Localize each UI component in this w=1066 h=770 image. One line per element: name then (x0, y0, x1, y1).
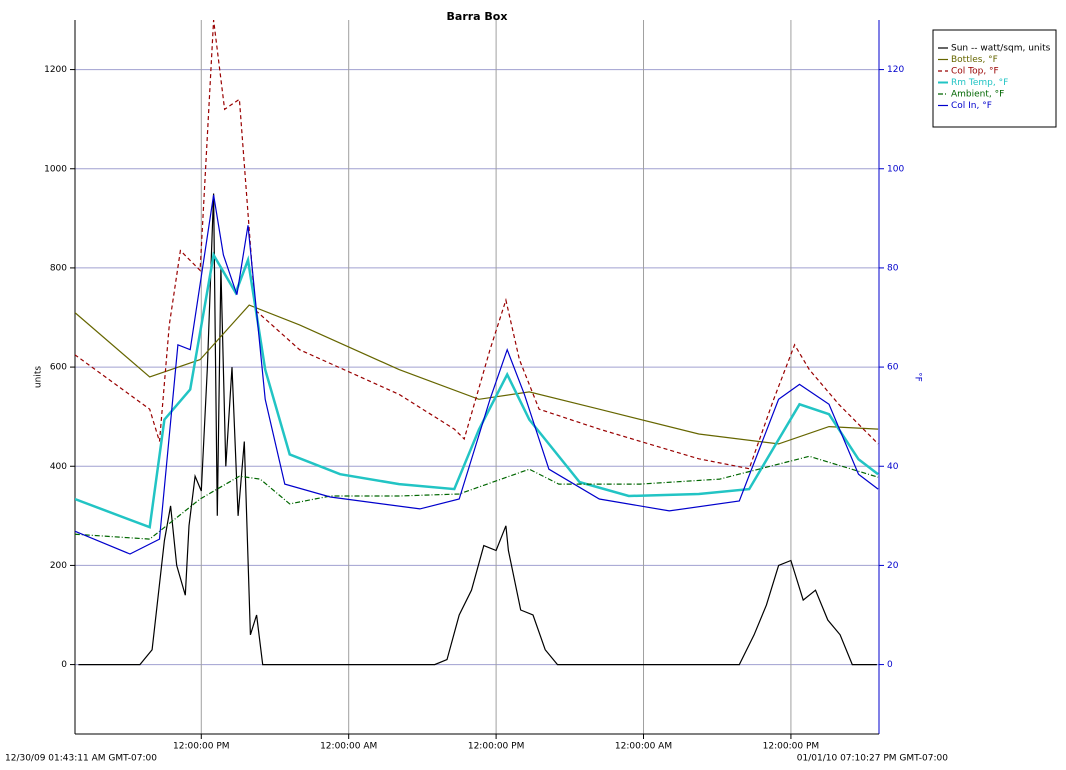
series-group (75, 194, 879, 555)
legend-box (932, 29, 1057, 128)
x-tick-label: 12:00:00 AM (320, 742, 377, 752)
series-group (75, 20, 879, 470)
x-end-label: 01/01/10 07:10:27 PM GMT-07:00 (797, 754, 948, 764)
series-line (75, 194, 879, 555)
y-tick-label: 800 (50, 263, 67, 273)
legend-label: Sun -- watt/sqm, units (951, 44, 1051, 54)
x-tick-label: 12:00:00 AM (615, 742, 672, 752)
series-line (78, 193, 877, 666)
y-tick-label: 0 (61, 660, 67, 670)
legend-label: Bottles, °F (951, 55, 998, 65)
x-tick-label: 12:00:00 PM (468, 742, 524, 752)
series-group (75, 251, 879, 529)
legend-label: Col Top, °F (951, 67, 999, 77)
y-axis-label: units (34, 366, 44, 388)
y2-tick-label: 60 (887, 363, 899, 373)
x-tick-label: 12:00:00 PM (173, 742, 229, 752)
series-group (78, 193, 877, 666)
y-tick-label: 1000 (44, 164, 67, 174)
y2-tick-label: 0 (887, 660, 893, 670)
legend-label: Ambient, °F (951, 90, 1004, 100)
chart-title: Barra Box (447, 10, 508, 23)
series-group (75, 304, 879, 445)
x-start-label: 12/30/09 01:43:11 AM GMT-07:00 (5, 754, 157, 764)
y-tick-label: 200 (50, 561, 67, 571)
y-tick-label: 600 (50, 363, 67, 373)
x-tick-label: 12:00:00 PM (763, 742, 819, 752)
y2-tick-label: 80 (887, 263, 899, 273)
series-line (75, 251, 879, 529)
series-line (75, 455, 879, 540)
y2-axis-label: °F (913, 372, 923, 382)
series-line (75, 304, 879, 445)
legend-label: Col In, °F (951, 101, 992, 111)
y2-tick-label: 120 (887, 65, 904, 75)
y-tick-label: 1200 (44, 65, 67, 75)
y2-tick-label: 100 (887, 164, 904, 174)
legend-label: Rm Temp, °F (951, 78, 1008, 88)
series-group (75, 455, 879, 540)
y2-tick-label: 20 (887, 561, 899, 571)
y-tick-label: 400 (50, 462, 67, 472)
series-line (75, 20, 879, 470)
y2-tick-label: 40 (887, 462, 899, 472)
